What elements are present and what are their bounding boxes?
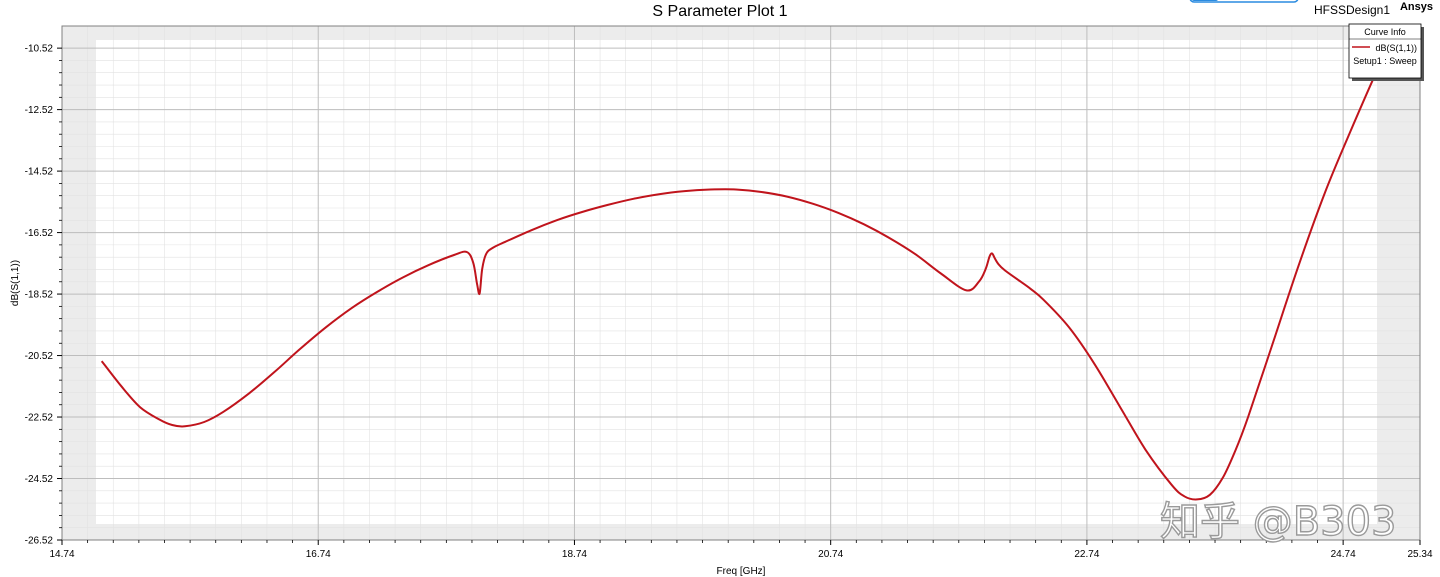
x-tick-label: 16.74 [306, 549, 331, 560]
y-tick-label: -18.52 [25, 290, 54, 301]
chart-title: S Parameter Plot 1 [652, 3, 787, 20]
x-tick-label: 25.34 [1407, 549, 1432, 560]
legend-title: Curve Info [1364, 27, 1406, 37]
y-tick-label: -24.52 [25, 474, 54, 485]
y-tick-label: -22.52 [25, 413, 54, 424]
series-line-dB-S11 [100, 47, 1391, 501]
y-tick-label: -10.52 [25, 44, 54, 55]
y-tick-label: -12.52 [25, 105, 54, 116]
y-tick-label: -16.52 [25, 228, 54, 239]
curve-info-legend[interactable]: Curve Info dB(S(1,1)) Setup1 : Sweep [1348, 23, 1424, 81]
watermark: 知乎 @B303 [1160, 499, 1397, 545]
y-tick-label: -26.52 [25, 536, 54, 547]
toolbar-pill-fill [1192, 0, 1218, 1]
x-tick-label: 14.74 [49, 549, 74, 560]
legend-entry-label: dB(S(1,1)) [1375, 43, 1417, 53]
x-tick-label: 22.74 [1074, 549, 1099, 560]
brand-logo-text: Ansys [1400, 1, 1433, 13]
x-tick-label: 20.74 [818, 549, 843, 560]
plot-area: 14.74 16.74 18.74 20.74 22.74 24.74 25.34 -10.5… [25, 25, 1433, 560]
y-tick-label: -14.52 [25, 167, 54, 178]
x-tick-label: 18.74 [562, 549, 587, 560]
legend-entry-sublabel: Setup1 : Sweep [1353, 56, 1417, 66]
plot-frame [61, 25, 1421, 541]
y-tick-label: -20.52 [25, 351, 54, 362]
legend-box [1348, 23, 1422, 79]
y-axis-label: dB(S(1,1)) [10, 260, 21, 306]
design-name-label: HFSSDesign1 [1314, 3, 1390, 17]
x-axis-label: Freq [GHz] [717, 566, 766, 577]
x-tick-label: 24.74 [1331, 549, 1356, 560]
